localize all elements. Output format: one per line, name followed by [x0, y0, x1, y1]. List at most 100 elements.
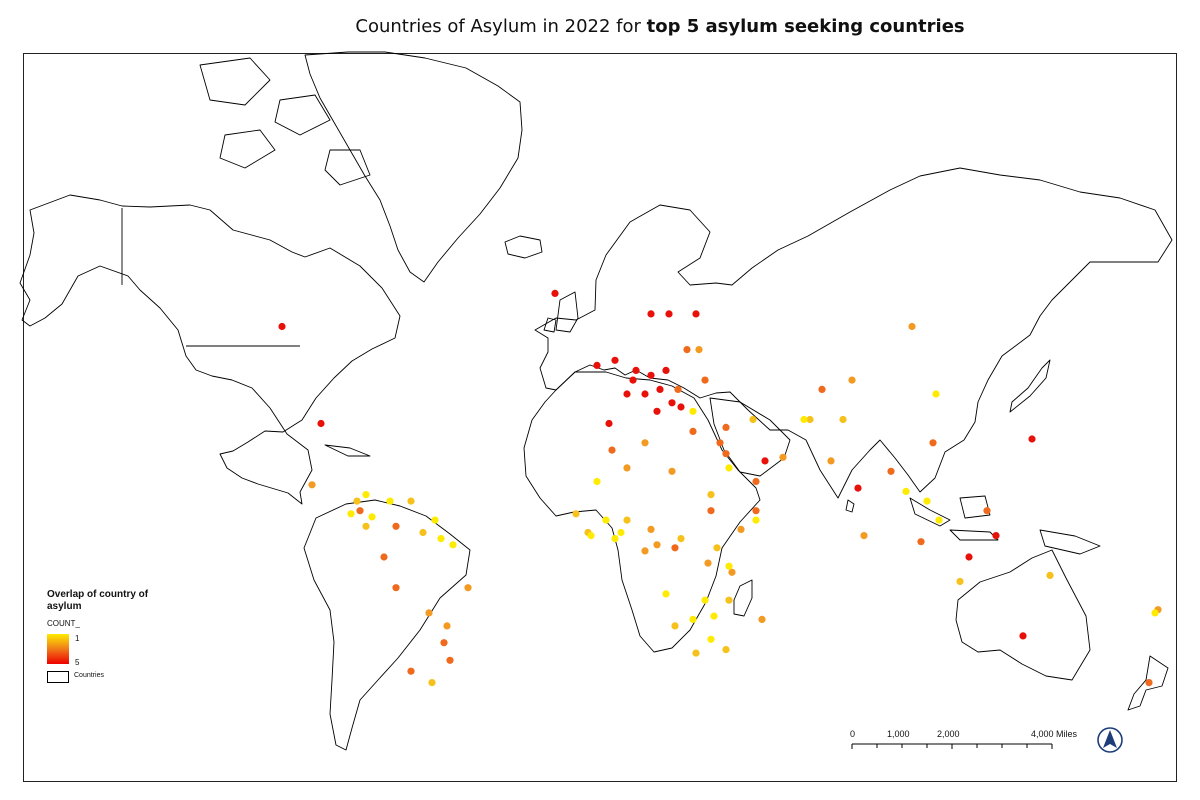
legend-color-ramp [47, 634, 69, 664]
map-title: Countries of Asylum in 2022 for top 5 as… [0, 16, 1200, 37]
asylum-point [722, 450, 730, 458]
asylum-point [446, 656, 454, 664]
asylum-point [392, 584, 400, 592]
asylum-point [707, 507, 715, 515]
asylum-point [992, 532, 1000, 540]
asylum-point [602, 516, 610, 524]
asylum-point [707, 491, 715, 499]
asylum-point [623, 516, 631, 524]
asylum-point [683, 346, 691, 354]
asylum-point [725, 596, 733, 604]
asylum-point [929, 439, 937, 447]
asylum-point [662, 366, 670, 374]
asylum-point [386, 497, 394, 505]
asylum-point [908, 322, 916, 331]
asylum-point [653, 407, 661, 415]
asylum-point [617, 528, 625, 537]
uk-ireland [543, 291, 579, 333]
asylum-point [641, 390, 649, 398]
asylum-point [848, 376, 856, 384]
asylum-point [437, 535, 445, 543]
legend-countries-swatch [47, 671, 69, 683]
asylum-point [593, 477, 601, 486]
sri-lanka [845, 499, 855, 513]
asylum-point [689, 427, 697, 435]
asylum-point [1145, 679, 1153, 687]
asylum-point [710, 612, 718, 620]
asylum-point [419, 528, 427, 537]
asylum-point [728, 568, 736, 576]
asylum-point [839, 415, 847, 424]
asylum-point [923, 497, 931, 505]
asylum-point [965, 553, 973, 561]
asylum-point [749, 415, 757, 424]
asylum-point [392, 522, 400, 530]
asylum-point [737, 525, 745, 534]
asylum-point [1028, 435, 1036, 443]
legend-ramp-min-label: 5 [75, 658, 80, 667]
indonesia-islands [909, 495, 1101, 555]
asylum-point [752, 516, 760, 524]
asylum-point [701, 376, 709, 384]
legend-ramp-max-label: 1 [75, 634, 80, 643]
legend-countries-label: Countries [74, 672, 104, 679]
asylum-point [608, 446, 616, 454]
scale-label-4000: 4,000 Miles [1031, 729, 1078, 739]
asylum-point [407, 667, 415, 675]
asylum-point [1151, 609, 1159, 617]
asylum-point [431, 516, 439, 524]
scale-label-2000: 2,000 [937, 729, 960, 739]
arabian-peninsula [709, 397, 791, 477]
asylum-point [752, 507, 760, 515]
asylum-point [464, 584, 472, 592]
asylum-point [827, 457, 835, 465]
asylum-point [623, 464, 631, 472]
asylum-point [407, 497, 415, 505]
asylum-point [641, 439, 649, 447]
asylum-point [800, 415, 808, 424]
asylum-point [671, 544, 679, 552]
asylum-point [551, 289, 559, 297]
asylum-point [308, 481, 316, 489]
asylum-point [707, 635, 715, 643]
asylum-point [758, 615, 766, 624]
asylum-point [722, 646, 730, 654]
asylum-point [779, 453, 787, 461]
continent-europe-asia [534, 167, 1173, 499]
asylum-point [362, 491, 370, 499]
asylum-point [806, 415, 814, 424]
scale-label-0: 0 [850, 729, 856, 739]
asylum-point [701, 596, 709, 604]
asylum-point [761, 457, 769, 465]
asylum-point [347, 510, 355, 518]
asylum-point [983, 507, 991, 515]
continent-australia [955, 549, 1091, 681]
legend-field-name: COUNT_ [47, 619, 80, 628]
asylum-point [902, 487, 910, 495]
cuba [324, 444, 371, 457]
asylum-point [656, 385, 664, 393]
asylum-point [716, 439, 724, 447]
asylum-point [818, 385, 826, 393]
asylum-point [629, 376, 637, 384]
legend-heading: Overlap of country of asylum [47, 589, 149, 612]
asylum-point [917, 538, 925, 546]
asylum-point [725, 562, 733, 570]
asylum-point [860, 532, 868, 540]
asylum-point [668, 467, 676, 475]
asylum-point [677, 403, 685, 411]
asylum-point [641, 547, 649, 555]
asylum-point [317, 419, 325, 428]
asylum-point [692, 649, 700, 657]
legend: Overlap of country of asylum COUNT_ 1 5 … [47, 589, 167, 683]
border-us-canada [121, 208, 300, 347]
asylum-point [611, 356, 619, 364]
asylum-point [605, 419, 613, 428]
asylum-point [1046, 571, 1054, 580]
asylum-point [647, 310, 655, 318]
asylum-point [674, 385, 682, 393]
asylum-point [278, 322, 286, 331]
greenland [304, 51, 523, 283]
asylum-point [704, 559, 712, 567]
